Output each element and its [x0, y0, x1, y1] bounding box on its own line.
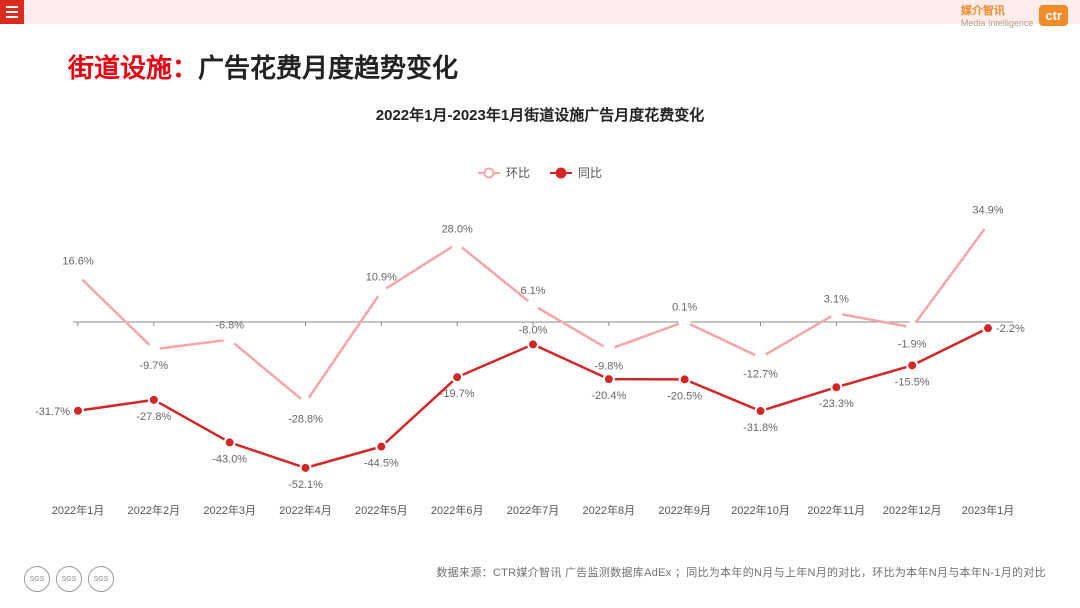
svg-text:-9.7%: -9.7% [139, 360, 168, 372]
svg-text:-2.2%: -2.2% [996, 323, 1025, 335]
line-chart: 16.6%-9.7%-6.3%-28.8%10.9%28.0%6.1%-9.8%… [68, 200, 1018, 520]
legend-label-1: 环比 [506, 164, 530, 181]
svg-text:2022年2月: 2022年2月 [128, 503, 181, 517]
svg-text:-8.0%: -8.0% [519, 324, 548, 336]
svg-text:2022年5月: 2022年5月 [355, 503, 408, 517]
brand-en: Media Intelligence [961, 18, 1034, 28]
title-red: 街道设施： [68, 53, 198, 83]
svg-text:-28.8%: -28.8% [288, 414, 323, 426]
svg-text:3.1%: 3.1% [824, 293, 849, 305]
svg-text:-20.5%: -20.5% [667, 390, 702, 402]
svg-text:-52.1%: -52.1% [288, 479, 323, 491]
svg-text:2022年1月: 2022年1月 [52, 503, 105, 517]
title-black: 广告花费月度趋势变化 [198, 53, 458, 83]
svg-text:-27.8%: -27.8% [136, 411, 171, 423]
svg-text:0.1%: 0.1% [672, 302, 697, 314]
svg-text:-9.8%: -9.8% [594, 360, 623, 372]
svg-text:-15.5%: -15.5% [895, 376, 930, 388]
svg-text:2022年3月: 2022年3月 [203, 503, 256, 517]
brand-cn: 媒介智讯 [961, 5, 1005, 17]
svg-text:6.1%: 6.1% [520, 285, 545, 297]
hamburger-menu-button[interactable] [0, 0, 24, 24]
svg-text:34.9%: 34.9% [972, 204, 1003, 216]
svg-text:-12.7%: -12.7% [743, 369, 778, 381]
svg-text:2022年12月: 2022年12月 [883, 503, 942, 517]
svg-text:-44.5%: -44.5% [364, 458, 399, 470]
svg-text:-19.7%: -19.7% [440, 388, 475, 400]
cert-badges: SGSSGSSGS [24, 566, 114, 592]
svg-text:-31.8%: -31.8% [743, 422, 778, 434]
svg-text:16.6%: 16.6% [62, 256, 93, 268]
page-title: 街道设施：广告花费月度趋势变化 [68, 48, 458, 85]
legend-swatch-1 [478, 172, 500, 174]
cert-badge: SGS [24, 566, 50, 592]
cert-badge: SGS [56, 566, 82, 592]
svg-text:2022年6月: 2022年6月 [431, 503, 484, 517]
svg-text:-31.7%: -31.7% [35, 406, 70, 418]
svg-text:2022年9月: 2022年9月 [658, 503, 711, 517]
cert-badge: SGS [88, 566, 114, 592]
svg-text:-1.9%: -1.9% [898, 338, 927, 350]
legend-item-series2: 同比 [550, 164, 602, 181]
svg-text:2022年4月: 2022年4月 [279, 503, 332, 517]
svg-text:28.0%: 28.0% [442, 224, 473, 236]
svg-text:-23.3%: -23.3% [819, 398, 854, 410]
source-note: 数据来源：CTR媒介智讯 广告监测数据库AdEx ；同比为本年的N月与上年N月的… [436, 564, 1046, 580]
svg-text:2022年8月: 2022年8月 [583, 503, 636, 517]
svg-text:2022年10月: 2022年10月 [731, 503, 790, 517]
topbar [0, 0, 1080, 24]
chart-area: 16.6%-9.7%-6.3%-28.8%10.9%28.0%6.1%-9.8%… [68, 200, 1018, 520]
chart-subtitle: 2022年1月-2023年1月街道设施广告月度花费变化 [0, 104, 1080, 125]
legend-label-2: 同比 [578, 164, 602, 181]
legend: 环比 同比 [0, 164, 1080, 181]
legend-swatch-2 [550, 172, 572, 174]
svg-text:10.9%: 10.9% [366, 271, 397, 283]
svg-text:2022年7月: 2022年7月 [507, 503, 560, 517]
svg-text:-43.0%: -43.0% [212, 453, 247, 465]
svg-text:-20.4%: -20.4% [591, 390, 626, 402]
brand-block: 媒介智讯 Media Intelligence ctr [961, 2, 1068, 28]
svg-text:2022年11月: 2022年11月 [807, 503, 865, 517]
legend-item-series1: 环比 [478, 164, 530, 181]
brand-logo: ctr [1039, 5, 1068, 26]
svg-text:-6.3%: -6.3% [215, 320, 244, 332]
svg-text:2023年1月: 2023年1月 [962, 503, 1015, 517]
